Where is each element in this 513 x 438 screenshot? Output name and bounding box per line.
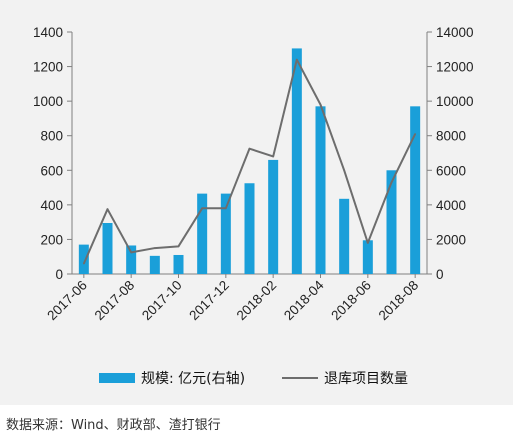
source-note: 数据来源：Wind、财政部、渣打银行 (6, 418, 221, 433)
legend-bar-label: 规模: 亿元(右轴) (141, 371, 245, 387)
y-right-tick-label: 2000 (436, 232, 466, 247)
y-right-tick-label: 6000 (436, 163, 466, 178)
chart-svg: 0200400600800100012001400020004000600080… (33, 25, 474, 387)
bar-2018-08 (410, 106, 421, 274)
line-point-2018-08 (414, 133, 416, 135)
x-tick-label: 2018-06 (328, 278, 374, 324)
line-point-2017-06 (83, 262, 85, 265)
y-right-tick-label: 12000 (436, 60, 474, 75)
y-left-tick-label: 1200 (33, 60, 63, 75)
line-point-2018-03 (296, 58, 298, 61)
line-point-2017-08 (130, 251, 132, 254)
bar-2017-12 (220, 193, 231, 274)
y-left-tick-label: 0 (55, 267, 63, 282)
x-tick-label: 2017-08 (92, 278, 138, 324)
x-tick-label: 2018-02 (234, 278, 280, 324)
line-point-2017-10 (177, 245, 180, 248)
line-point-2017-07 (106, 208, 109, 210)
x-tick-label: 2018-08 (376, 278, 422, 324)
bar-2018-02 (268, 159, 279, 274)
y-right-tick-label: 14000 (436, 25, 474, 40)
bar-2017-07 (102, 223, 113, 274)
y-right-tick-label: 4000 (436, 198, 466, 213)
line-point-2017-12 (225, 207, 227, 210)
y-right-tick-label: 10000 (436, 94, 474, 109)
line-point-2018-02 (272, 155, 274, 158)
legend-bar-swatch (99, 373, 135, 383)
y-right-tick-label: 0 (436, 267, 444, 282)
y-left-tick-label: 400 (40, 198, 63, 213)
bar-2017-11 (197, 193, 208, 274)
line-point-2017-11 (201, 207, 203, 210)
bar-2017-09 (149, 255, 160, 274)
x-tick-label: 2017-12 (186, 278, 232, 324)
line-point-2018-04 (319, 103, 322, 106)
y-left-tick-label: 200 (40, 232, 63, 247)
y-left-tick-label: 1000 (33, 94, 63, 109)
bar-2017-08 (126, 245, 137, 274)
line-point-2018-06 (367, 242, 369, 244)
y-left-tick-label: 600 (40, 163, 63, 178)
y-left-tick-label: 800 (40, 129, 63, 144)
bar-2018-07 (386, 170, 397, 274)
bar-2018-01 (244, 183, 255, 274)
legend-line-label: 退库项目数量 (324, 371, 408, 387)
y-right-tick-label: 8000 (436, 129, 466, 144)
x-tick-label: 2017-06 (44, 278, 90, 324)
bar-2018-05 (339, 198, 350, 274)
line-point-2018-01 (248, 147, 251, 150)
line-point-2018-05 (343, 169, 345, 172)
bar-2018-04 (315, 106, 326, 274)
x-tick-label: 2017-10 (139, 278, 185, 324)
bar-2018-03 (291, 48, 302, 274)
bar-2017-06 (78, 244, 89, 274)
bar-2017-10 (173, 254, 184, 274)
bar-2018-06 (362, 240, 373, 274)
line-point-2018-07 (390, 181, 393, 184)
line-point-2017-09 (154, 247, 156, 249)
x-tick-label: 2018-04 (281, 277, 327, 323)
y-left-tick-label: 1400 (33, 25, 63, 40)
